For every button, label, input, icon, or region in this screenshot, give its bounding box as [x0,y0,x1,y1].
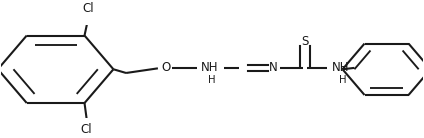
Text: S: S [301,35,309,48]
Text: Cl: Cl [81,124,92,136]
Text: NH: NH [201,61,219,74]
Text: O: O [161,61,170,74]
Text: NH: NH [332,61,350,74]
Text: H: H [339,75,347,85]
Text: N: N [269,61,278,74]
Text: H: H [208,75,216,85]
Text: Cl: Cl [82,2,94,15]
